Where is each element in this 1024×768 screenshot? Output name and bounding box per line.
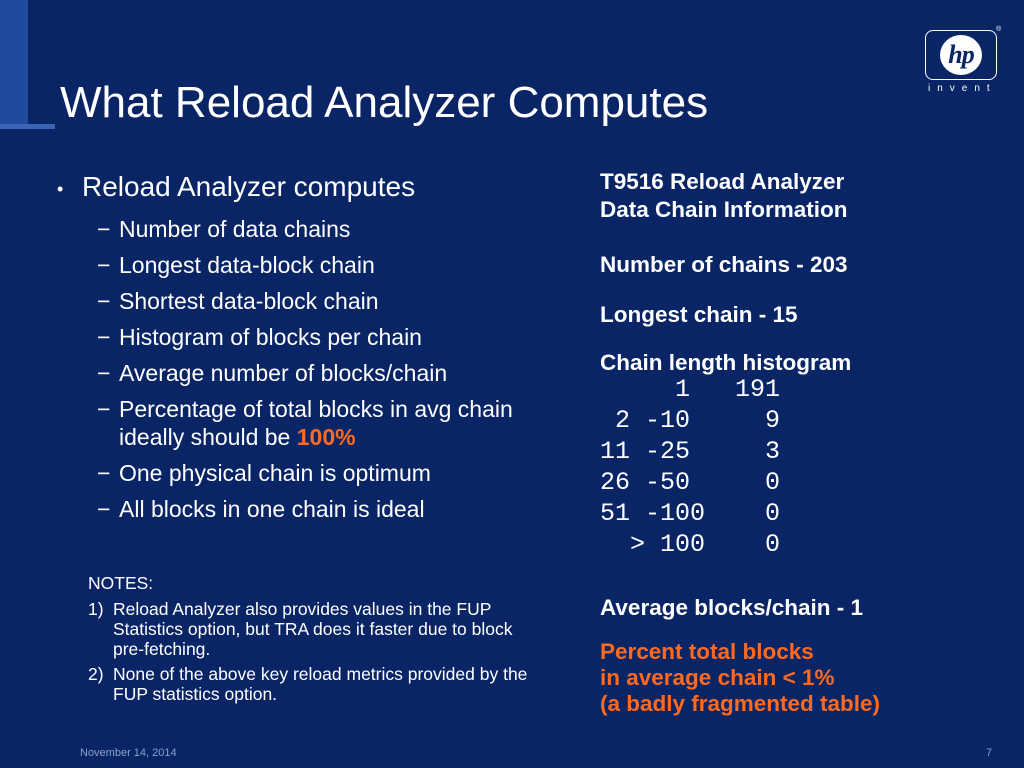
histogram-row: 51 -100 0 [600,499,781,528]
dash-icon: − [97,496,111,522]
list-item: − Shortest data-block chain [57,287,537,315]
list-item-text: Shortest data-block chain [119,288,379,314]
list-item: − One physical chain is optimum [57,459,537,487]
notes: NOTES: 1) Reload Analyzer also provides … [88,573,538,709]
info-heading: T9516 Reload Analyzer Data Chain Informa… [600,168,1010,224]
number-of-chains: Number of chains - 203 [600,252,848,277]
notes-heading: NOTES: [88,573,154,593]
percent-line: (a badly fragmented table) [600,691,881,716]
histogram-row: 1 191 [600,375,781,404]
note-number: 1) [88,599,104,619]
note-item: 2) None of the above key reload metrics … [88,664,538,704]
list-item-text: Number of data chains [119,216,351,242]
info-heading-line2: Data Chain Information [600,197,848,222]
list-item-text: Average number of blocks/chain [119,360,448,386]
logo-mark: hp [940,35,982,75]
dash-icon: − [97,216,111,242]
main-bullet-text: Reload Analyzer computes [82,171,416,202]
accent-line [0,124,55,129]
page-number: 7 [986,747,993,759]
right-column: T9516 Reload Analyzer Data Chain Informa… [600,168,1010,716]
histogram-row: 2 -10 9 [600,406,781,435]
list-item-text: All blocks in one chain is ideal [119,496,425,522]
note-number: 2) [88,664,104,684]
list-item: − Longest data-block chain [57,251,537,279]
footer-date: November 14, 2014 [80,747,177,759]
list-item: − All blocks in one chain is ideal [57,495,537,523]
dash-icon: − [97,324,111,350]
logo-registered: ® [996,26,1002,33]
note-text: None of the above key reload metrics pro… [113,664,528,704]
dash-icon: − [97,396,111,422]
list-item: − Histogram of blocks per chain [57,323,537,351]
list-item: − Average number of blocks/chain [57,359,537,387]
main-bullet: • Reload Analyzer computes [57,171,537,211]
note-text: Reload Analyzer also provides values in … [113,599,513,659]
sub-list: − Number of data chains − Longest data-b… [57,215,537,523]
dash-icon: − [97,288,111,314]
histogram-row: 26 -50 0 [600,468,781,497]
percent-line: Percent total blocks [600,639,814,664]
average-blocks: Average blocks/chain - 1 [600,595,864,620]
list-item-text: One physical chain is optimum [119,460,431,486]
highlight-100-percent: 100% [296,424,356,450]
dash-icon: − [97,252,111,278]
list-item-text: Longest data-block chain [119,252,375,278]
histogram-table: 1 191 2 -10 9 11 -25 3 26 -50 0 51 -100 … [600,374,780,560]
info-heading-line1: T9516 Reload Analyzer [600,169,845,194]
histogram-row: > 100 0 [600,530,781,559]
longest-chain: Longest chain - 15 [600,302,798,327]
list-item-text: Percentage of total blocks in avg chain … [119,396,513,450]
percent-line: in average chain < 1% [600,665,835,690]
list-item: − Percentage of total blocks in avg chai… [57,395,537,451]
list-item: − Number of data chains [57,215,537,243]
list-item-text: Histogram of blocks per chain [119,324,422,350]
slide-title: What Reload Analyzer Computes [60,78,709,127]
note-item: 1) Reload Analyzer also provides values … [88,599,538,659]
hp-logo: hp ® invent [925,26,1001,94]
percent-total-blocks: Percent total blocks in average chain < … [600,639,880,717]
bullet-dot-icon: • [57,179,64,199]
histogram-title: Chain length histogram [600,350,852,375]
logo-box: hp [925,30,997,80]
histogram-row: 11 -25 3 [600,437,781,466]
accent-bar [0,0,28,126]
logo-tagline: invent [928,83,997,94]
dash-icon: − [97,460,111,486]
dash-icon: − [97,360,111,386]
left-column: • Reload Analyzer computes − Number of d… [57,171,537,531]
